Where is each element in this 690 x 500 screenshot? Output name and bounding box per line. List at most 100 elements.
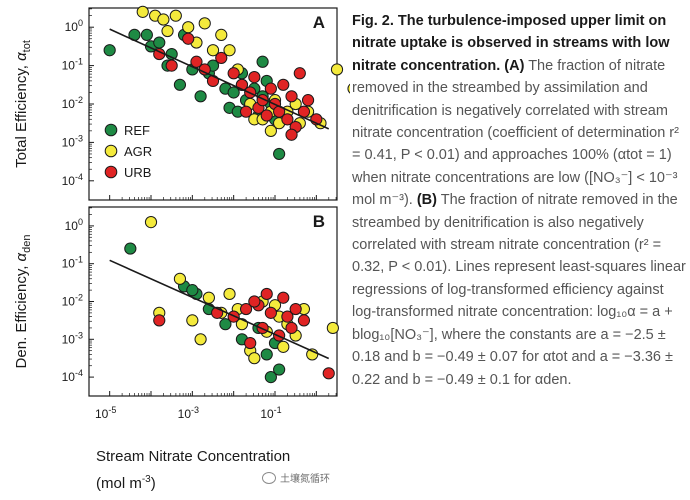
data-point-urb: [239, 105, 253, 118]
data-point-urb: [285, 90, 298, 103]
data-point-urb: [182, 32, 195, 45]
data-point-agr: [194, 333, 207, 346]
data-point-urb: [281, 310, 294, 323]
data-point-ref: [194, 90, 207, 103]
y-tick-label: 10-3: [62, 330, 83, 346]
data-point-ref: [264, 371, 277, 384]
caption-b-label: (B): [416, 192, 437, 209]
data-point-urb: [285, 128, 298, 141]
data-point-ref: [256, 55, 269, 68]
y-axis-label: Total Efficiency, αtot: [13, 40, 33, 168]
y-tick-label: 10-1: [62, 255, 83, 271]
data-point-urb: [293, 67, 306, 80]
legend-marker-ref: [104, 123, 118, 137]
data-point-agr: [248, 352, 261, 365]
data-point-ref: [173, 78, 187, 91]
data-point-urb: [227, 67, 240, 80]
data-point-urb: [244, 336, 257, 350]
data-point-agr: [182, 21, 195, 34]
caption-title: Fig. 2. The turbulence-imposed upper lim…: [352, 13, 670, 74]
y-tick-label: 100: [65, 18, 83, 34]
caption-a-label: (A): [504, 57, 525, 74]
data-point-urb: [153, 314, 166, 327]
legend-label-urb: URB: [124, 165, 151, 180]
data-point-urb: [322, 367, 335, 380]
panel-label: A: [313, 13, 325, 32]
data-point-agr: [136, 5, 149, 18]
caption-b-text: The fraction of nitrate removed in the s…: [352, 192, 686, 388]
data-point-urb: [277, 291, 290, 304]
data-point-urb: [297, 314, 311, 327]
y-tick-label: 10-4: [62, 172, 83, 188]
x-axis-label: Stream Nitrate Concentration: [96, 448, 290, 465]
data-point-agr: [161, 24, 174, 38]
data-point-urb: [260, 287, 273, 301]
panel-label: B: [313, 212, 325, 231]
legend-marker-urb: [104, 165, 118, 179]
watermark-text: 土壤氮循环: [280, 474, 330, 485]
data-point-ref: [124, 242, 137, 255]
data-point-urb: [277, 78, 290, 91]
data-point-agr: [347, 83, 350, 94]
x-tick-label: 10-5: [95, 405, 116, 421]
data-point-agr: [202, 291, 215, 304]
data-point-urb: [264, 82, 277, 95]
data-point-ref: [103, 44, 116, 57]
data-point-ref: [273, 363, 286, 376]
data-point-urb: [215, 51, 228, 65]
figure: 100 10-1 10-2 10-3 10-4 Total Efficiency, αto…: [13, 5, 350, 492]
data-point-agr: [173, 272, 187, 285]
legend-label-ref: REF: [124, 123, 150, 138]
x-tick-label: 10-3: [178, 405, 199, 421]
data-point-ref: [186, 284, 199, 297]
data-point-agr: [215, 28, 228, 41]
data-point-urb: [285, 321, 298, 335]
data-point-agr: [144, 216, 158, 229]
data-point-agr: [264, 124, 277, 137]
data-point-urb: [206, 74, 220, 88]
data-point-urb: [239, 302, 253, 316]
y-axis-label: Den. Efficiency, αden: [13, 235, 33, 369]
x-tick-label: 10-1: [260, 405, 281, 421]
regression-line: [109, 28, 330, 130]
data-point-agr: [206, 44, 220, 57]
data-point-ref: [227, 86, 240, 99]
data-point-agr: [326, 321, 339, 335]
legend-marker-agr: [104, 144, 118, 158]
figure-caption: Fig. 2. The turbulence-imposed upper lim…: [352, 10, 686, 391]
regression-line: [109, 259, 330, 360]
data-point-urb: [264, 306, 277, 319]
data-point-ref: [260, 348, 273, 361]
data-point-agr: [223, 44, 236, 57]
data-point-urb: [281, 113, 294, 126]
caption-a-text: The fraction of nitrate removed in the s…: [352, 57, 679, 209]
data-point-agr: [169, 9, 182, 22]
data-point-urb: [248, 71, 261, 84]
data-point-urb: [301, 94, 315, 107]
y-tick-label: 10-4: [62, 368, 83, 384]
data-point-urb: [260, 109, 273, 122]
data-point-ref: [153, 36, 166, 49]
y-tick-label: 10-2: [62, 293, 83, 309]
data-point-urb: [190, 55, 203, 68]
data-point-agr: [330, 63, 344, 76]
data-point-agr: [157, 13, 170, 26]
x-axis-unit: (mol m-3): [96, 474, 156, 492]
data-point-agr: [277, 340, 290, 353]
y-tick-label: 10-2: [62, 95, 83, 111]
watermark: 土壤氮循环: [262, 470, 330, 485]
data-point-ref: [140, 28, 153, 41]
y-tick-label: 10-1: [62, 57, 83, 73]
data-point-agr: [186, 314, 199, 327]
data-point-agr: [198, 17, 211, 30]
data-point-urb: [289, 302, 302, 316]
wechat-icon: [262, 471, 276, 484]
data-point-urb: [248, 295, 261, 308]
data-point-agr: [223, 287, 236, 301]
data-point-ref: [219, 318, 232, 331]
y-tick-label: 10-3: [62, 133, 83, 149]
y-tick-label: 100: [65, 217, 83, 233]
data-point-ref: [273, 147, 286, 161]
data-point-urb: [165, 59, 178, 72]
legend-label-agr: AGR: [124, 144, 152, 159]
